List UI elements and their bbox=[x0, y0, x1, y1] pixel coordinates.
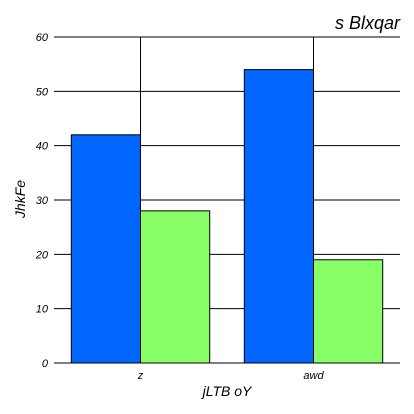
x-tick-label: awd bbox=[303, 370, 324, 382]
y-tick-label: 10 bbox=[36, 304, 49, 316]
bar-awd-series-1 bbox=[243, 69, 314, 364]
y-tick-labels: 0 10 20 30 40 50 60 bbox=[35, 32, 49, 370]
y-tick-label: 40 bbox=[36, 141, 49, 153]
chart-title: s Blxqar bbox=[335, 13, 401, 33]
y-tick-label: 0 bbox=[42, 358, 49, 370]
x-tick-labels: z awd bbox=[137, 370, 325, 382]
x-axis-label: jLTB oY bbox=[201, 383, 253, 399]
x-tick-label: z bbox=[137, 370, 144, 382]
y-axis-label: JhkFe bbox=[12, 180, 28, 219]
y-tick-label: 30 bbox=[36, 195, 49, 207]
bar-z-series-2 bbox=[140, 210, 211, 364]
bar-awd-series-2 bbox=[313, 259, 384, 364]
y-tick-label: 20 bbox=[35, 249, 49, 261]
y-tick-label: 60 bbox=[36, 32, 49, 44]
bars-layer bbox=[54, 69, 400, 364]
y-tick-label: 50 bbox=[36, 86, 49, 98]
bar-z-series-1 bbox=[70, 134, 141, 364]
